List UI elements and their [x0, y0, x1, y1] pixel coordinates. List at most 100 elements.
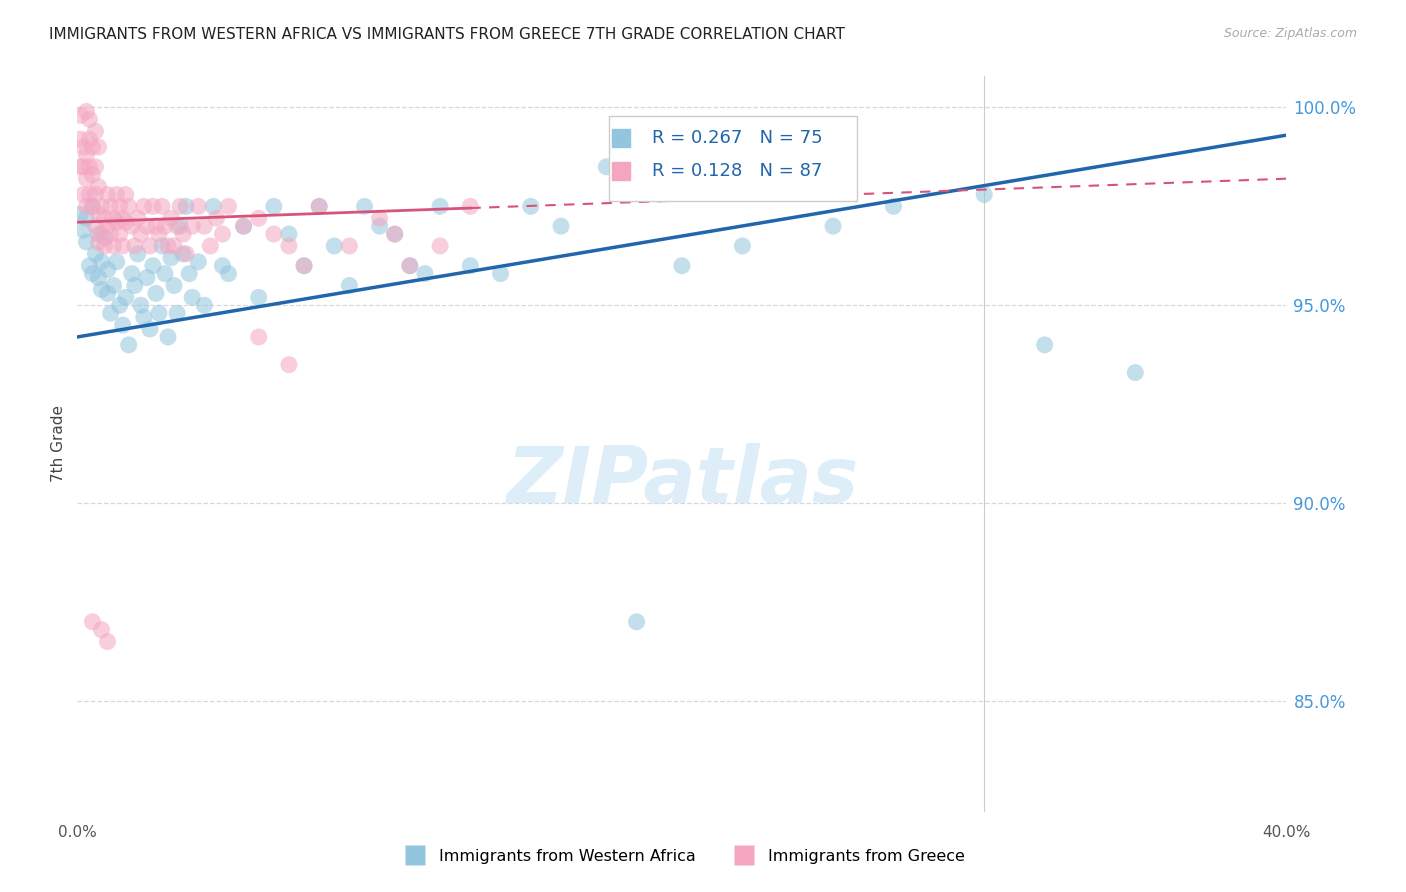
Point — [100, 306, 122, 320]
Point — [166, 306, 188, 320]
Text: R = 0.128   N = 87: R = 0.128 N = 87 — [652, 162, 823, 180]
Point — [174, 199, 197, 213]
Point — [218, 267, 240, 281]
Point — [124, 278, 146, 293]
Point — [337, 239, 360, 253]
Point — [193, 219, 215, 234]
Point — [129, 298, 152, 312]
Point — [132, 310, 155, 325]
Point — [72, 160, 94, 174]
Point — [93, 231, 115, 245]
Point — [399, 259, 422, 273]
Point — [90, 199, 112, 213]
Point — [72, 187, 94, 202]
Point — [69, 207, 91, 221]
Point — [103, 239, 125, 253]
Point — [166, 219, 188, 234]
Point — [114, 187, 136, 202]
Point — [172, 247, 194, 261]
Point — [671, 259, 693, 273]
Point — [79, 259, 101, 273]
Point — [69, 132, 91, 146]
Point — [139, 322, 162, 336]
Point — [160, 251, 183, 265]
Text: IMMIGRANTS FROM WESTERN AFRICA VS IMMIGRANTS FROM GREECE 7TH GRADE CORRELATION C: IMMIGRANTS FROM WESTERN AFRICA VS IMMIGR… — [49, 27, 845, 42]
Point — [105, 215, 128, 229]
Point — [148, 306, 170, 320]
Point — [108, 199, 131, 213]
Point — [75, 171, 97, 186]
Point — [595, 160, 617, 174]
Point — [150, 199, 173, 213]
Point — [368, 219, 391, 234]
FancyBboxPatch shape — [609, 116, 858, 201]
Point — [179, 267, 201, 281]
Point — [731, 239, 754, 253]
Point — [84, 219, 107, 234]
Point — [181, 219, 204, 234]
Point — [429, 199, 451, 213]
Legend: Immigrants from Western Africa, Immigrants from Greece: Immigrants from Western Africa, Immigran… — [392, 842, 972, 870]
Point — [129, 227, 152, 241]
Point — [87, 207, 110, 221]
Point — [187, 254, 209, 268]
Point — [157, 330, 180, 344]
Point — [105, 254, 128, 268]
Point — [142, 259, 165, 273]
Point — [160, 211, 183, 226]
Point — [520, 199, 543, 213]
Point — [96, 634, 118, 648]
Point — [821, 219, 844, 234]
Point — [145, 219, 167, 234]
Point — [883, 199, 905, 213]
Y-axis label: 7th Grade: 7th Grade — [51, 405, 66, 483]
Point — [75, 211, 97, 226]
Point — [263, 227, 285, 241]
Point — [247, 290, 270, 304]
Point — [79, 132, 101, 146]
Point — [82, 199, 104, 213]
Point — [174, 247, 197, 261]
Point — [145, 286, 167, 301]
Point — [96, 286, 118, 301]
Point — [82, 199, 104, 213]
Point — [84, 160, 107, 174]
Point — [96, 262, 118, 277]
Point — [87, 140, 110, 154]
Point — [75, 235, 97, 249]
Point — [114, 215, 136, 229]
Point — [399, 259, 422, 273]
Point — [353, 199, 375, 213]
Point — [169, 199, 191, 213]
Point — [211, 227, 233, 241]
Point — [157, 239, 180, 253]
Point — [118, 338, 141, 352]
Point — [308, 199, 330, 213]
Point — [429, 239, 451, 253]
Point — [84, 247, 107, 261]
Point — [181, 290, 204, 304]
Point — [75, 148, 97, 162]
Point — [90, 227, 112, 241]
Point — [108, 298, 131, 312]
Point — [105, 187, 128, 202]
Point — [135, 219, 157, 234]
Point — [87, 235, 110, 249]
Point — [218, 199, 240, 213]
Point — [90, 623, 112, 637]
Point — [973, 187, 995, 202]
Point — [489, 267, 512, 281]
Point — [135, 270, 157, 285]
Point — [87, 179, 110, 194]
Point — [458, 199, 481, 213]
Point — [1033, 338, 1056, 352]
Point — [202, 199, 225, 213]
Point — [111, 211, 134, 226]
Point — [84, 187, 107, 202]
Point — [93, 211, 115, 226]
Point — [232, 219, 254, 234]
Point — [211, 259, 233, 273]
Point — [148, 227, 170, 241]
Point — [247, 211, 270, 226]
Point — [278, 239, 301, 253]
